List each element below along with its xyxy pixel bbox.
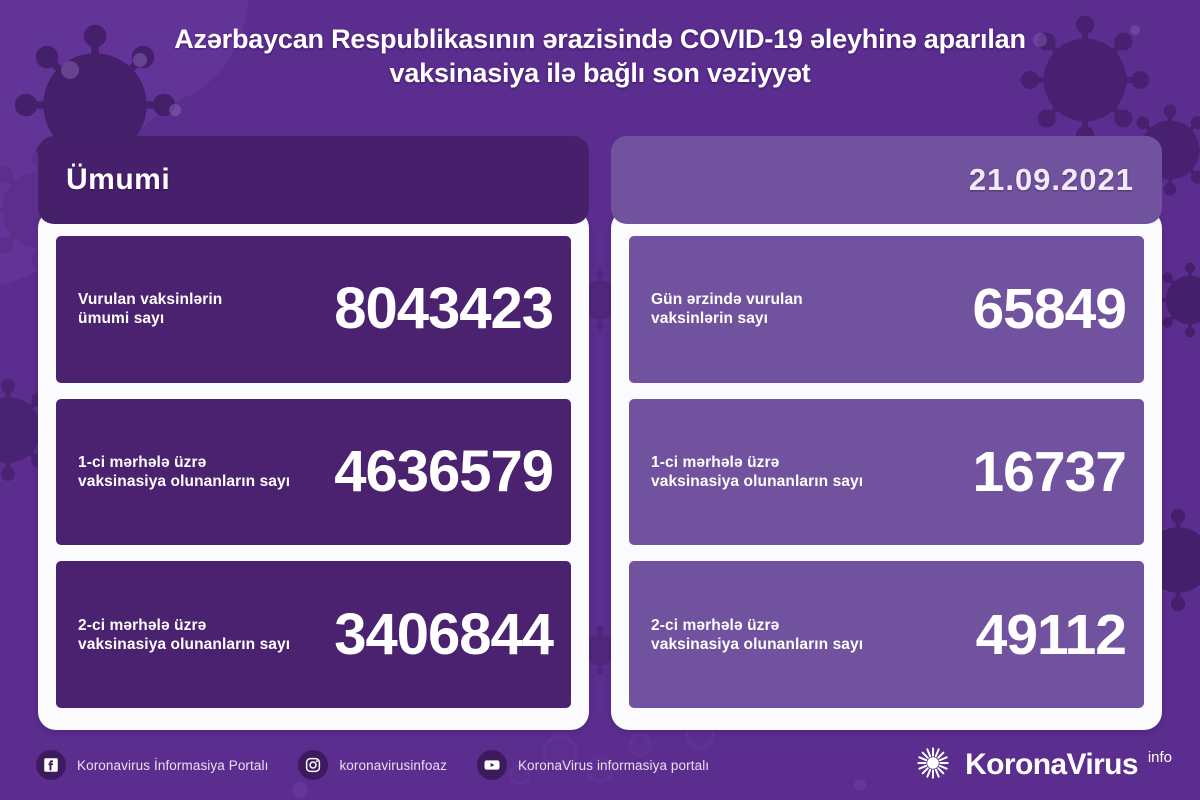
stat-value-total-vaccines: 8043423 <box>334 276 554 342</box>
social-label-instagram: koronavirusinfoaz <box>339 757 447 773</box>
stat-row-total-dose2: 2-ci mərhələ üzrə vaksinasiya olunanları… <box>56 561 571 709</box>
stat-row-total-vaccines: Vurulan vaksinlərin ümumi sayı 8043423 <box>56 236 571 383</box>
stat-label-total-dose1: 1-ci mərhələ üzrə vaksinasiya olunanları… <box>78 454 291 490</box>
social-links: Koronavirus İnformasiya Portalı koronavi… <box>36 750 913 780</box>
stat-label-daily-dose1: 1-ci mərhələ üzrə vaksinasiya olunanları… <box>651 454 864 490</box>
page-title: Azərbaycan Respublikasının ərazisində CO… <box>0 22 1200 90</box>
stat-label-total-dose2: 2-ci mərhələ üzrə vaksinasiya olunanları… <box>78 616 291 653</box>
panel-total-body: Vurulan vaksinlərin ümumi sayı 8043423 1… <box>38 210 589 730</box>
stats-panels: Ümumi Vurulan vaksinlərin ümumi sayı 804… <box>38 136 1162 730</box>
stat-label-total-vaccines: Vurulan vaksinlərin ümumi sayı <box>78 291 223 328</box>
brand-logo[interactable]: KoronaVirus info <box>913 743 1172 788</box>
youtube-icon <box>476 750 507 780</box>
virus-icon <box>913 743 953 788</box>
stat-row-daily-dose2: 2-ci mərhələ üzrə vaksinasiya olunanları… <box>629 561 1144 709</box>
title-line-2: vaksinasiya ilə bağlı son vəziyyət <box>389 58 811 88</box>
stat-value-daily-vaccines: 65849 <box>972 277 1127 342</box>
panel-total-header-label: Ümumi <box>66 163 171 196</box>
stat-value-daily-dose1: 16737 <box>972 440 1127 504</box>
stat-row-daily-dose1: 1-ci mərhələ üzrə vaksinasiya olunanları… <box>629 398 1144 546</box>
panel-total-header: Ümumi <box>38 136 589 224</box>
title-line-1: Azərbaycan Respublikasının ərazisində CO… <box>174 24 1026 54</box>
facebook-icon <box>36 750 66 780</box>
instagram-icon <box>298 750 329 780</box>
social-label-facebook: Koronavirus İnformasiya Portalı <box>77 757 269 773</box>
panel-daily-date: 21.09.2021 <box>968 162 1134 197</box>
panel-daily-body: Gün ərzində vurulan vaksinlərin sayı 658… <box>611 210 1162 730</box>
stat-value-total-dose2: 3406844 <box>334 601 554 667</box>
social-label-youtube: KoronaVirus informasiya portalı <box>517 757 710 773</box>
footer: Koronavirus İnformasiya Portalı koronavi… <box>0 730 1200 800</box>
panel-total: Ümumi Vurulan vaksinlərin ümumi sayı 804… <box>38 136 589 730</box>
panel-daily-header: 21.09.2021 <box>611 136 1162 224</box>
stat-value-total-dose1: 4636579 <box>334 439 554 504</box>
social-link-youtube[interactable]: KoronaVirus informasiya portalı <box>476 750 710 780</box>
stat-row-daily-vaccines: Gün ərzində vurulan vaksinlərin sayı 658… <box>629 236 1144 383</box>
panel-daily: 21.09.2021 Gün ərzində vurulan vaksinlər… <box>611 136 1162 730</box>
stat-row-total-dose1: 1-ci mərhələ üzrə vaksinasiya olunanları… <box>56 398 571 546</box>
brand-suffix-label: info <box>1147 749 1172 766</box>
stat-value-daily-dose2: 49112 <box>975 602 1127 667</box>
brand-name-label: KoronaVirus <box>965 748 1138 781</box>
stat-label-daily-dose2: 2-ci mərhələ üzrə vaksinasiya olunanları… <box>651 616 864 653</box>
social-link-instagram[interactable]: koronavirusinfoaz <box>298 750 447 780</box>
stat-label-daily-vaccines: Gün ərzində vurulan vaksinlərin sayı <box>651 291 803 328</box>
social-link-facebook[interactable]: Koronavirus İnformasiya Portalı <box>36 750 268 780</box>
brand-name: KoronaVirus info <box>965 748 1172 782</box>
